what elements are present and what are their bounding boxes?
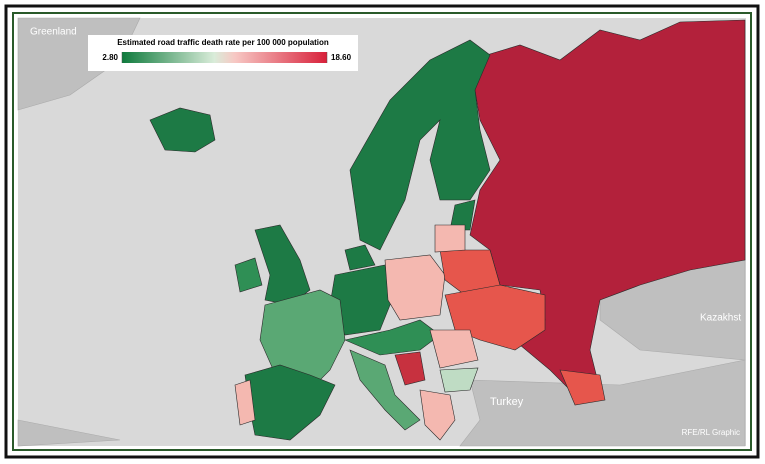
legend: Estimated road traffic death rate per 10…: [88, 35, 358, 71]
credit: RFE/RL Graphic: [682, 428, 740, 437]
color-scale: [122, 52, 327, 63]
place-label: Turkey: [490, 396, 524, 408]
scale-max-label: 18.60: [331, 53, 352, 62]
legend-title: Estimated road traffic death rate per 10…: [117, 38, 329, 47]
place-label: Kazakhst: [700, 313, 741, 324]
place-label: Greenland: [30, 27, 77, 38]
scale-min-label: 2.80: [102, 53, 118, 62]
inner-frame: [12, 12, 752, 451]
map-land: [17, 17, 746, 447]
